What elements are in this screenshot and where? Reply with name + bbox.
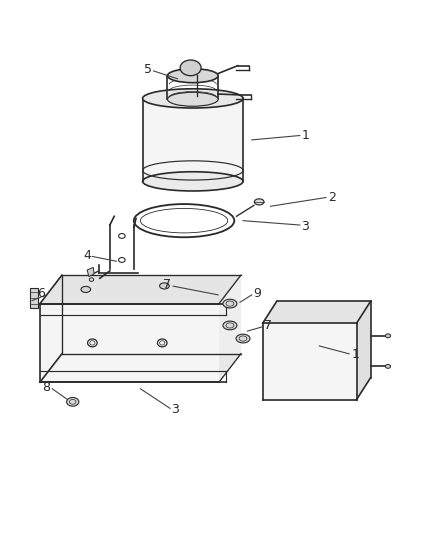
Text: 7: 7 [163, 278, 172, 292]
Ellipse shape [81, 286, 91, 293]
Ellipse shape [385, 365, 391, 368]
Polygon shape [143, 99, 243, 181]
Text: 4: 4 [83, 249, 91, 262]
Ellipse shape [385, 334, 391, 338]
Polygon shape [357, 302, 371, 400]
Ellipse shape [143, 89, 243, 108]
Ellipse shape [254, 199, 264, 205]
Text: 3: 3 [301, 220, 309, 233]
Ellipse shape [223, 321, 237, 330]
Ellipse shape [236, 334, 250, 343]
Text: 9: 9 [254, 287, 261, 300]
Polygon shape [30, 288, 38, 308]
Polygon shape [263, 323, 357, 400]
Polygon shape [277, 302, 371, 378]
Polygon shape [40, 354, 241, 382]
Ellipse shape [180, 60, 201, 76]
Polygon shape [62, 275, 241, 354]
Text: 1: 1 [301, 129, 309, 142]
Polygon shape [263, 302, 371, 323]
Text: 5: 5 [144, 63, 152, 76]
Text: 6: 6 [37, 287, 45, 300]
Ellipse shape [67, 398, 79, 406]
Text: 8: 8 [42, 381, 50, 394]
Ellipse shape [159, 283, 169, 289]
Text: 7: 7 [265, 319, 272, 332]
Ellipse shape [143, 172, 243, 191]
Text: 1: 1 [351, 348, 359, 361]
Text: 2: 2 [328, 191, 336, 204]
Polygon shape [87, 268, 94, 277]
Ellipse shape [223, 299, 237, 308]
Ellipse shape [167, 92, 218, 106]
Polygon shape [40, 304, 219, 382]
Polygon shape [40, 275, 241, 304]
Text: 3: 3 [171, 403, 179, 416]
Ellipse shape [167, 69, 218, 83]
